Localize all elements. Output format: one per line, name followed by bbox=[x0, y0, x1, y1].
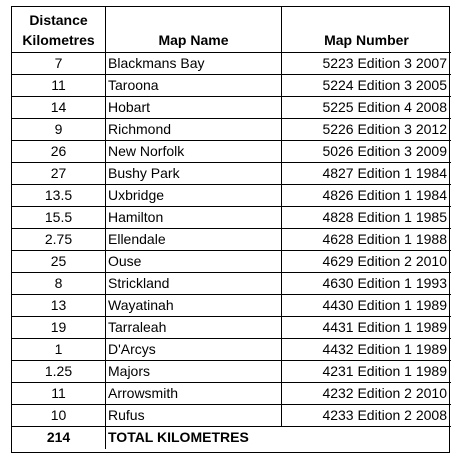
cell-distance: 14 bbox=[12, 97, 106, 119]
cell-map-name: New Norfolk bbox=[106, 141, 282, 163]
header-map-number: Map Number bbox=[282, 7, 451, 53]
cell-map-number: 4432 Edition 1 1989 bbox=[282, 339, 451, 361]
cell-map-number: 4629 Edition 2 2010 bbox=[282, 251, 451, 273]
cell-map-name: Richmond bbox=[106, 119, 282, 141]
header-distance-line2: Kilometres bbox=[22, 32, 95, 48]
cell-map-name: Rufus bbox=[106, 405, 282, 427]
cell-map-number: 5226 Edition 3 2012 bbox=[282, 119, 451, 141]
cell-map-name: Bushy Park bbox=[106, 163, 282, 185]
total-label: TOTAL KILOMETRES bbox=[108, 429, 249, 445]
header-distance: Distance Kilometres bbox=[12, 7, 106, 53]
cell-map-number: 4630 Edition 1 1993 bbox=[282, 273, 451, 295]
cell-distance: 2.75 bbox=[12, 229, 106, 251]
cell-distance: 11 bbox=[12, 383, 106, 405]
cell-distance: 27 bbox=[12, 163, 106, 185]
cell-map-name: Hamilton bbox=[106, 207, 282, 229]
cell-map-number: 5026 Edition 3 2009 bbox=[282, 141, 451, 163]
cell-distance: 8 bbox=[12, 273, 106, 295]
header-map-name: Map Name bbox=[106, 7, 282, 53]
cell-map-number: 5225 Edition 4 2008 bbox=[282, 97, 451, 119]
cell-map-name: Blackmans Bay bbox=[106, 53, 282, 75]
cell-distance: 1 bbox=[12, 339, 106, 361]
cell-map-name: Arrowsmith bbox=[106, 383, 282, 405]
total-empty-cell bbox=[282, 427, 451, 449]
cell-distance: 9 bbox=[12, 119, 106, 141]
cell-map-number: 4628 Edition 1 1988 bbox=[282, 229, 451, 251]
cell-distance: 10 bbox=[12, 405, 106, 427]
cell-map-name: Majors bbox=[106, 361, 282, 383]
cell-map-name: Ellendale bbox=[106, 229, 282, 251]
cell-distance: 26 bbox=[12, 141, 106, 163]
cell-map-number: 4232 Edition 2 2010 bbox=[282, 383, 451, 405]
cell-map-number: 5223 Edition 3 2007 bbox=[282, 53, 451, 75]
header-distance-line1: Distance bbox=[29, 12, 88, 28]
cell-distance: 15.5 bbox=[12, 207, 106, 229]
cell-distance: 11 bbox=[12, 75, 106, 97]
cell-map-number: 4827 Edition 1 1984 bbox=[282, 163, 451, 185]
cell-map-number: 4826 Edition 1 1984 bbox=[282, 185, 451, 207]
cell-map-name: Tarraleah bbox=[106, 317, 282, 339]
cell-distance: 1.25 bbox=[12, 361, 106, 383]
cell-distance: 25 bbox=[12, 251, 106, 273]
cell-distance: 13.5 bbox=[12, 185, 106, 207]
cell-map-number: 4231 Edition 1 1989 bbox=[282, 361, 451, 383]
cell-distance: 19 bbox=[12, 317, 106, 339]
cell-map-name: Hobart bbox=[106, 97, 282, 119]
cell-map-name: Ouse bbox=[106, 251, 282, 273]
cell-map-name: Wayatinah bbox=[106, 295, 282, 317]
cell-map-number: 4233 Edition 2 2008 bbox=[282, 405, 451, 427]
cell-distance: 7 bbox=[12, 53, 106, 75]
cell-map-name: Taroona bbox=[106, 75, 282, 97]
cell-map-number: 4430 Edition 1 1989 bbox=[282, 295, 451, 317]
cell-map-number: 4431 Edition 1 1989 bbox=[282, 317, 451, 339]
cell-map-name: Strickland bbox=[106, 273, 282, 295]
map-distance-table: Distance Kilometres Map Name Map Number … bbox=[11, 6, 451, 453]
cell-map-number: 5224 Edition 3 2005 bbox=[282, 75, 451, 97]
cell-map-name: D'Arcys bbox=[106, 339, 282, 361]
cell-distance: 13 bbox=[12, 295, 106, 317]
cell-map-name: Uxbridge bbox=[106, 185, 282, 207]
cell-map-number: 4828 Edition 1 1985 bbox=[282, 207, 451, 229]
total-distance: 214 bbox=[12, 427, 106, 449]
